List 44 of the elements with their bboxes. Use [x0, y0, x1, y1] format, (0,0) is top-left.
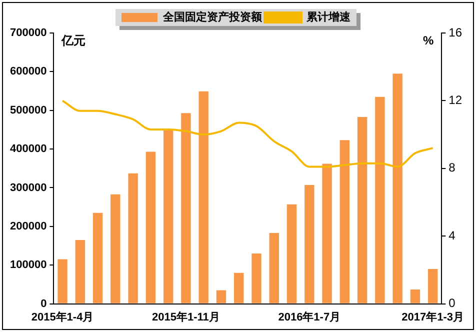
- bar: [322, 164, 332, 304]
- bar: [198, 91, 208, 304]
- x-tick-label: 2015年1-4月: [31, 310, 94, 324]
- x-tick-label: 2015年1-11月: [152, 310, 220, 324]
- bar: [58, 259, 68, 304]
- y-tick-label: 600000: [10, 66, 47, 78]
- legend-label: 累计增速: [306, 10, 352, 24]
- bar: [286, 204, 297, 304]
- y2-tick-label: 8: [448, 160, 456, 175]
- x-tick-label: 2016年1-7月: [278, 310, 341, 324]
- bar: [75, 240, 86, 304]
- y2-tick-label: 0: [448, 296, 456, 310]
- bar: [252, 254, 262, 304]
- bar: [269, 233, 279, 304]
- legend-label: 全国固定资产投资额: [162, 10, 263, 24]
- x-tick-label: 2017年1-3月: [402, 310, 464, 324]
- bar: [163, 130, 174, 304]
- bar: [392, 74, 402, 304]
- y-tick-label: 100000: [10, 259, 47, 272]
- bar: [146, 152, 156, 304]
- y2-tick-label: 16: [448, 25, 462, 40]
- bar: [181, 113, 191, 304]
- bar: [128, 173, 138, 304]
- y2-axis-title: %: [422, 33, 434, 48]
- bar: [428, 268, 438, 304]
- bar: [110, 194, 120, 304]
- y-axis-title: 亿元: [60, 33, 86, 48]
- bar: [216, 290, 226, 304]
- bar: [357, 116, 368, 304]
- y-tick-label: 300000: [10, 182, 47, 194]
- bar: [304, 185, 314, 304]
- bar: [92, 212, 103, 304]
- y-tick-label: 0: [40, 298, 47, 310]
- bar: [375, 96, 385, 304]
- y-tick-label: 400000: [10, 143, 47, 156]
- bar: [340, 140, 350, 304]
- bar: [234, 272, 244, 304]
- line-series: [62, 100, 434, 168]
- y2-tick-label: 12: [448, 93, 462, 108]
- y-tick-label: 500000: [10, 104, 47, 116]
- bar: [410, 289, 420, 304]
- y2-tick-label: 4: [448, 228, 456, 242]
- y-tick-label: 700000: [10, 27, 47, 40]
- y-tick-label: 200000: [10, 220, 47, 232]
